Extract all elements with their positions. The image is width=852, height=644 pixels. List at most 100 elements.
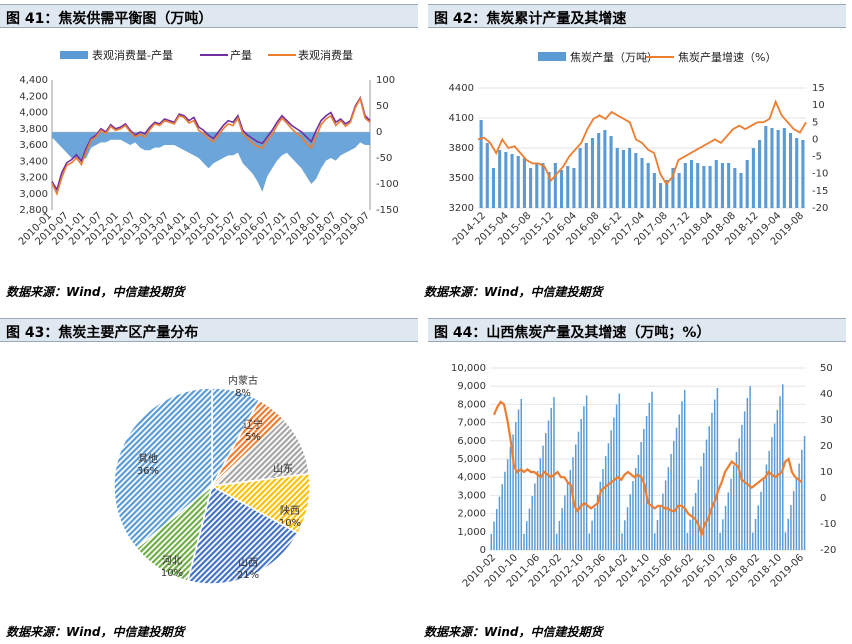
bar-44 (768, 450, 770, 550)
tick-41-left: 3,000 (19, 189, 48, 200)
tick-41-left: 4,200 (19, 91, 48, 102)
pie-label-0: 内蒙古 (228, 374, 258, 387)
bar-44 (495, 509, 498, 550)
bar-42 (566, 166, 570, 208)
legend-41-label-2: 表观消费量 (298, 48, 353, 62)
bar-44 (675, 427, 678, 550)
bar-44 (673, 440, 675, 550)
panel-44: 图 44：山西焦炭产量及其增速（万吨；%） 0 1,000 2,000 3,000 4,… (424, 318, 848, 639)
tick-41-right: 100 (376, 75, 395, 86)
bar-42 (714, 160, 718, 208)
bar-42 (621, 150, 625, 208)
bar-42 (628, 148, 632, 208)
bar-42 (634, 153, 638, 208)
legend-41-swatch-0 (60, 51, 88, 59)
bar-44 (561, 508, 563, 550)
bar-42 (751, 148, 755, 208)
tick-41-left: 2,800 (19, 205, 48, 216)
pie-slice-6 (113, 387, 213, 550)
bar-44 (566, 482, 569, 550)
tick-44-left: 7,000 (457, 418, 486, 429)
chart-41: 表观消费量-产量 产量 表观消费量 2,800 3,000 3,200 3,400 3,600… (17, 48, 399, 248)
line-41-consumption (51, 96, 371, 196)
bar-42 (491, 168, 496, 208)
tick-44-right: 50 (820, 363, 833, 374)
bar-42 (541, 163, 545, 208)
tick-42-right: 10 (812, 100, 825, 111)
tick-44-left: 6,000 (457, 436, 486, 447)
bar-42 (671, 168, 675, 208)
bar-44 (719, 532, 721, 550)
bar-42 (745, 160, 749, 208)
tick-41-right: -150 (376, 205, 399, 216)
bar-44 (637, 455, 640, 550)
bar-44 (583, 406, 585, 550)
bar-44 (618, 393, 621, 550)
bar-42 (788, 133, 793, 208)
tick-42-left: 4400 (449, 83, 474, 94)
legend-41-label-1: 产量 (230, 48, 252, 62)
tick-44-left: 9,000 (457, 381, 486, 392)
bar-42 (689, 160, 694, 208)
legend-42-label-1: 焦炭产量增速（%） (678, 50, 776, 64)
bar-42 (640, 158, 644, 208)
bar-42 (535, 164, 539, 208)
line-41-production (51, 95, 371, 192)
bar-44 (569, 469, 572, 550)
bar-44 (664, 480, 667, 550)
tick-41-left: 3,200 (19, 173, 48, 184)
bar-44 (754, 519, 757, 550)
bar-44 (585, 395, 588, 550)
tick-44-left: 8,000 (457, 399, 486, 410)
bar-44 (752, 532, 754, 550)
tick-42-right: -5 (812, 152, 822, 163)
tick-42-left: 3500 (449, 173, 474, 184)
chart-42: 焦炭产量（万吨） 焦炭产量增速（%） 3200 3500 3800 4100 4400 -20… (449, 50, 829, 248)
tick-42-right: -20 (812, 203, 828, 214)
bar-44 (670, 453, 672, 550)
bar-44 (651, 391, 653, 550)
bar-42 (603, 130, 607, 208)
tick-44-left: 1,000 (457, 527, 486, 538)
bar-44 (803, 435, 806, 550)
line-42-growth (477, 99, 807, 186)
bar-44 (683, 389, 686, 550)
bar-44 (555, 533, 558, 550)
bar-42 (510, 154, 514, 208)
bar-44 (735, 451, 738, 550)
bar-44 (528, 508, 531, 550)
bar-44 (634, 468, 637, 550)
bar-44 (653, 533, 656, 550)
bar-44 (787, 518, 789, 550)
bar-44 (504, 471, 506, 550)
bar-44 (632, 481, 634, 550)
bar-44 (711, 412, 713, 550)
bar-44 (792, 491, 795, 550)
bar-42 (764, 126, 768, 208)
bar-44 (727, 492, 730, 550)
bar-44 (517, 409, 520, 550)
bar-44 (531, 496, 533, 550)
bar-44 (599, 481, 602, 550)
tick-44-right: 30 (820, 415, 833, 426)
bar-44 (515, 421, 517, 550)
pie-slice-4 (186, 484, 299, 585)
bar-42 (696, 163, 700, 208)
panel-41-source: 数据来源：Wind，中信建投期货 (6, 285, 185, 299)
area-41-diff (52, 132, 370, 192)
tick-44-left: 3,000 (457, 490, 486, 501)
bar-42 (801, 140, 805, 208)
pie-label-2: 山东 (273, 462, 293, 475)
bar-42 (795, 138, 799, 208)
bar-44 (574, 444, 577, 550)
bar-44 (784, 532, 787, 550)
bar-42 (739, 173, 743, 208)
bar-42 (733, 168, 737, 208)
tick-44-left: 2,000 (457, 509, 486, 520)
bar-44 (738, 438, 740, 550)
bar-44 (798, 463, 800, 550)
bar-42 (584, 143, 588, 208)
bar-44 (689, 519, 691, 550)
bar-42 (615, 148, 619, 208)
bar-42 (572, 168, 576, 208)
